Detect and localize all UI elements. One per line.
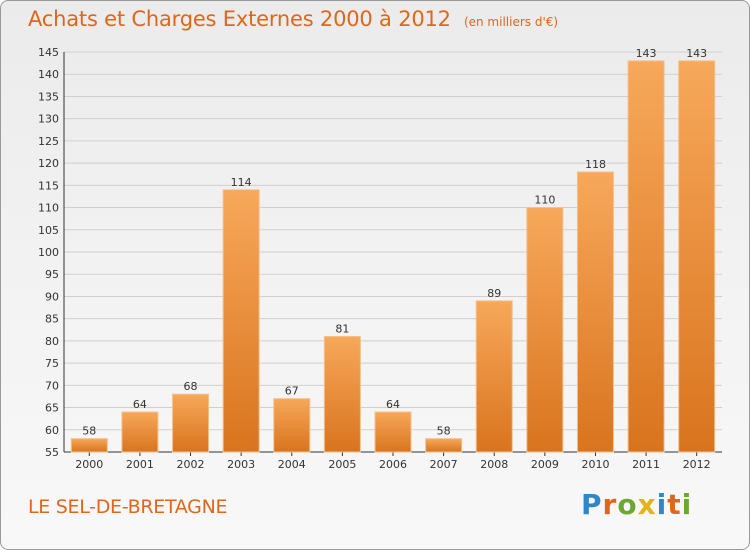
y-tick-label: 125 [38,135,59,148]
chart-unit: (en milliers d'€) [463,15,559,29]
value-label: 143 [686,47,707,60]
y-tick-label: 130 [38,113,59,126]
y-tick-label: 80 [45,335,59,348]
x-tick-label: 2004 [278,458,306,471]
x-tick-label: 2012 [683,458,711,471]
bar-2002 [172,393,210,453]
y-tick-label: 95 [45,268,59,281]
y-tick-label: 135 [38,90,59,103]
bar-2012 [678,60,716,453]
bar-layer [70,60,716,453]
chart-title: Achats et Charges Externes 2000 à 2012 [28,7,451,31]
value-label: 110 [534,194,555,207]
bar-2008 [475,300,513,453]
x-tick-label: 2001 [126,458,154,471]
y-tick-label: 85 [45,313,59,326]
value-label: 58 [82,425,96,438]
bar-2010 [576,171,614,453]
bar-2003 [222,189,260,453]
y-tick-label: 145 [38,46,59,59]
value-label: 64 [386,398,400,411]
x-tick-label: 2009 [531,458,559,471]
value-label: 89 [487,287,501,300]
bar-2007 [425,438,463,453]
y-tick-label: 110 [38,202,59,215]
value-label: 81 [335,322,349,335]
grid-layer [63,51,722,456]
bar-2009 [526,207,564,453]
bar-2011 [627,60,665,453]
bar-2004 [273,398,311,453]
commune-name: LE SEL-DE-BRETAGNE [28,496,228,518]
value-label: 118 [585,158,606,171]
value-label: 68 [184,380,198,393]
value-label: 143 [636,47,657,60]
y-tick-label: 115 [38,179,59,192]
x-tick-label: 2008 [480,458,508,471]
y-tick-label: 120 [38,157,59,170]
x-tick-label: 2006 [379,458,407,471]
y-tick-label: 65 [45,402,59,415]
y-tick-label: 75 [45,357,59,370]
value-label: 64 [133,398,147,411]
x-tick-label: 2005 [328,458,356,471]
bar-2001 [121,411,159,453]
y-tick-label: 60 [45,424,59,437]
y-tick-label: 70 [45,379,59,392]
y-tick-label: 90 [45,290,59,303]
proxiti-logo[interactable]: Proxiti [581,488,693,521]
y-tick-label: 55 [45,446,59,459]
y-tick-label: 105 [38,224,59,237]
bar-2006 [374,411,412,453]
value-label: 114 [231,176,252,189]
x-tick-label: 2010 [581,458,609,471]
bar-2000 [70,438,108,453]
title-row: Achats et Charges Externes 2000 à 2012 (… [28,7,558,31]
label-layer: 55 60 65 70 75 80 85 90 95 100 105 110 115 120 125 130 1… [38,46,711,471]
y-tick-label: 100 [38,246,59,259]
x-tick-label: 2003 [227,458,255,471]
value-label: 67 [285,385,299,398]
value-label: 58 [437,425,451,438]
y-tick-label: 140 [38,68,59,81]
x-tick-label: 2011 [632,458,660,471]
bar-2005 [323,335,361,453]
x-tick-label: 2007 [430,458,458,471]
x-tick-label: 2000 [75,458,103,471]
x-tick-label: 2002 [177,458,205,471]
